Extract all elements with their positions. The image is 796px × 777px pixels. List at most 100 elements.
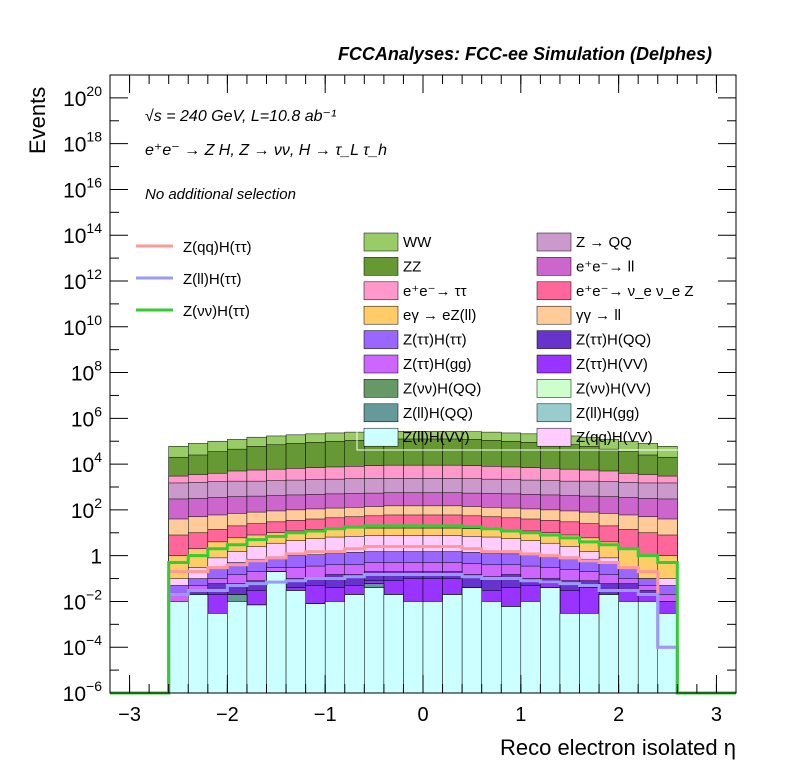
bar-z-ll-h-vv (305, 603, 326, 694)
legend-label: Z(νν)H(VV) (576, 380, 651, 397)
x-tick-label: −3 (118, 704, 141, 726)
axes: −3 −2 −1 0 1 2 3 10−6 10−4 10−2 1 102 104 106 108 1010 1… (63, 74, 737, 726)
legend-swatch (536, 305, 572, 325)
x-axis-label: Reco electron isolated η (500, 735, 736, 760)
bar-z-ll-h-vv (324, 601, 346, 694)
y-tick-label: 10−6 (63, 678, 103, 706)
bar-z-ll-h-vv (520, 601, 541, 694)
y-axis-label: Events (25, 87, 50, 154)
line-z-qq-h (110, 545, 736, 695)
bar-z-ll-h-vv (227, 601, 248, 694)
legend-line-label: Z(qq)H(ττ) (183, 239, 252, 256)
legend-swatch (363, 305, 399, 325)
legend-swatch (536, 403, 572, 423)
bar-z-ll-h-vv (246, 604, 267, 694)
bar-z-ll-h-vv (481, 601, 502, 694)
legend-swatch (536, 427, 572, 447)
stacked-histograms (168, 431, 678, 694)
legend-swatch (363, 281, 399, 301)
legend-label: WW (403, 234, 432, 251)
legend-label: e⁺e⁻→ ll (576, 258, 634, 275)
legend-box-frame (356, 229, 688, 451)
y-tick-label: 10−4 (63, 632, 103, 660)
y-tick-label: 106 (71, 403, 102, 431)
legend-swatch (363, 354, 399, 374)
bar-z-ll-h-vv (266, 571, 287, 694)
bar-z-ll-h-vv (403, 601, 424, 694)
legend-swatch (536, 379, 572, 398)
legend-label: eγ → eZ(ll) (403, 307, 476, 324)
y-tick-label: 1020 (63, 83, 102, 111)
x-tick-label: −2 (216, 704, 239, 726)
legend-swatch (536, 354, 572, 374)
bar-z-ll-h-vv (559, 613, 580, 694)
legend-label: Z(qq)H(VV) (576, 429, 653, 446)
bar-z-ll-h-vv (442, 594, 463, 694)
bar-z-ll-h-vv (461, 587, 482, 694)
bar-z-ll-h-vv (657, 613, 678, 694)
legend-swatch (536, 257, 572, 276)
chart-header: FCCAnalyses: FCC-ee Simulation (Delphes) (338, 44, 712, 64)
process-label: e⁺e⁻ → Z H, Z → νν, H → τ_L τ_h (145, 142, 387, 159)
bar-z-ll-h-vv (579, 613, 600, 694)
energy-luminosity-label: √s = 240 GeV, L=10.8 ab⁻¹ (145, 108, 336, 125)
y-tick-label: 104 (71, 449, 102, 477)
legend-swatch (363, 257, 399, 276)
line-z-h (110, 524, 736, 695)
bar-z-ll-h-vv (188, 594, 209, 694)
legend-swatch (363, 403, 399, 423)
legend-swatch (536, 281, 572, 301)
bar-z-ll-h-vv (344, 594, 365, 694)
y-tick-label: 1014 (63, 220, 102, 248)
bar-z-ll-h-vv (501, 606, 522, 694)
x-tick-label: 1 (515, 704, 526, 726)
bar-z-ll-h-vv (598, 594, 619, 694)
bar-z-ll-h-vv (637, 601, 659, 694)
legend-label: Z(ττ)H(ττ) (403, 332, 467, 349)
y-tick-label: 1016 (63, 174, 102, 202)
bar-z-ll-h-vv (364, 587, 385, 694)
y-tick-label: 108 (71, 358, 102, 386)
legend-label: ZZ (403, 258, 421, 275)
legend-label: Z(ll)H(QQ) (403, 405, 473, 422)
legend-label: e⁺e⁻→ ττ (403, 283, 467, 300)
y-tick-label: 1018 (63, 129, 102, 157)
legend: Z(qq)H(ττ) Z(ll)H(ττ) Z(νν)H(ττ) WW Z → QQ ZZ… (136, 229, 694, 451)
legend-swatch (536, 330, 572, 349)
legend-swatch (363, 330, 399, 349)
bar-z-ll-h-vv (422, 601, 443, 694)
y-tick-label: 1012 (63, 266, 102, 294)
bar-z-ll-h-vv (207, 613, 228, 694)
y-tick-label: 102 (71, 495, 102, 523)
x-tick-label: 2 (613, 704, 624, 726)
legend-label: Z(ττ)H(QQ) (576, 332, 651, 349)
legend-line-label: Z(νν)H(ττ) (183, 303, 250, 320)
y-tick-label: 10−2 (63, 586, 103, 614)
legend-label: Z(νν)H(QQ) (403, 380, 481, 397)
bar-z-ll-h-vv (540, 587, 561, 694)
legend-label: Z → QQ (576, 234, 632, 251)
legend-swatch (363, 427, 399, 447)
legend-label: Z(ll)H(VV) (403, 429, 470, 446)
legend-label: e⁺e⁻→ ν_e ν_e Z (576, 283, 694, 300)
bar-z-ll-h-vv (383, 594, 404, 694)
selection-label: No additional selection (145, 186, 296, 203)
bar-z-ll-h-vv (168, 601, 189, 694)
bar-z-ll-h-vv (285, 590, 306, 694)
legend-label: Z(ττ)H(gg) (403, 356, 472, 373)
x-tick-label: 3 (711, 704, 722, 726)
legend-swatch (363, 379, 399, 398)
x-tick-label: 0 (417, 704, 428, 726)
legend-swatch (363, 232, 399, 252)
line-z-ll-h (110, 573, 736, 695)
signal-overlays (110, 524, 736, 695)
legend-label: Z(ττ)H(VV) (576, 356, 648, 373)
bar-z-ll-h-vv (618, 601, 639, 694)
legend-line-label: Z(ll)H(ττ) (183, 271, 242, 288)
legend-label: γγ → ll (576, 307, 621, 324)
legend-swatch (536, 232, 572, 252)
legend-label: Z(ll)H(gg) (576, 405, 639, 422)
x-tick-label: −1 (314, 704, 337, 726)
y-tick-label: 1 (90, 546, 102, 569)
